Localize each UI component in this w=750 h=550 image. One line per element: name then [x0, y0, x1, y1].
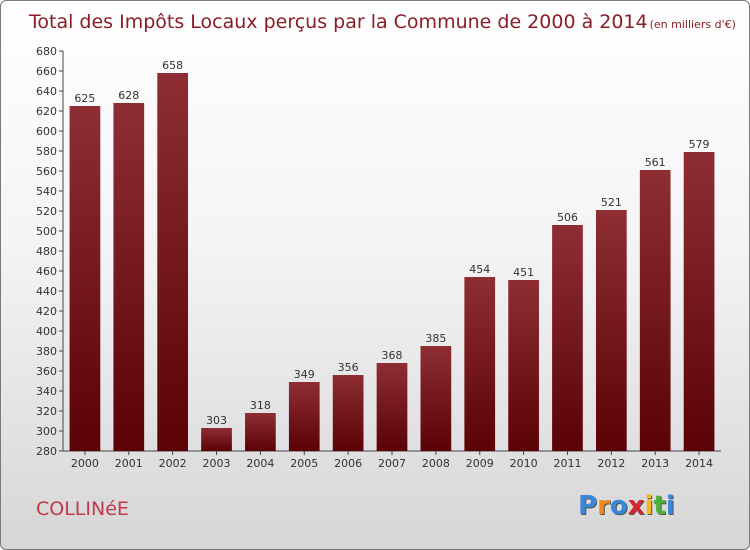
- bar-value-label: 349: [294, 368, 315, 381]
- bar-value-label: 521: [601, 196, 622, 209]
- logo-letter: o: [609, 491, 628, 521]
- x-tick-label: 2013: [641, 457, 669, 470]
- x-tick-label: 2001: [115, 457, 143, 470]
- logo-letter: t: [653, 491, 666, 521]
- y-axis: 280 300 320 340 360 380 400 420 440 460 480 500 520 5…: [36, 45, 64, 458]
- bar: [376, 363, 408, 451]
- y-tick-label: 500: [36, 225, 57, 238]
- y-tick-label: 320: [36, 405, 57, 418]
- x-tick-label: 2004: [246, 457, 274, 470]
- y-tick-label: 640: [36, 85, 57, 98]
- x-tick-label: 2008: [422, 457, 450, 470]
- bar-value-label: 356: [338, 361, 359, 374]
- y-tick-label: 580: [36, 145, 57, 158]
- x-tick-label: 2002: [159, 457, 187, 470]
- y-tick-label: 420: [36, 305, 57, 318]
- chart-title: Total des Impôts Locaux perçus par la Co…: [28, 11, 736, 33]
- bar: [683, 152, 715, 451]
- bar: [69, 106, 101, 451]
- bars: [69, 73, 715, 451]
- bar-value-label: 368: [382, 349, 403, 362]
- logo-letter: i: [644, 491, 654, 521]
- logo-letter: P: [578, 491, 598, 521]
- y-tick-label: 620: [36, 105, 57, 118]
- bar-value-label: 506: [557, 211, 578, 224]
- chart-title-unit: (en milliers d'€): [650, 18, 736, 31]
- y-tick-label: 520: [36, 205, 57, 218]
- x-axis: 2000 2001 2002 2003 2004 2005 2006 2007 2008 2009…: [63, 450, 721, 470]
- y-tick-label: 380: [36, 345, 57, 358]
- y-tick-label: 440: [36, 285, 57, 298]
- x-tick-label: 2006: [334, 457, 362, 470]
- x-tick-label: 2000: [71, 457, 99, 470]
- bar: [201, 428, 232, 451]
- y-tick-label: 400: [36, 325, 57, 338]
- commune-name: COLLINéE: [36, 498, 129, 520]
- x-tick-label: 2011: [553, 457, 581, 470]
- proxiti-logo: Proxiti: [578, 491, 675, 527]
- y-tick-label: 480: [36, 245, 57, 258]
- x-tick-label: 2014: [685, 457, 713, 470]
- bar-value-label: 561: [645, 156, 666, 169]
- bar-value-label: 451: [513, 266, 534, 279]
- bar-value-label: 303: [206, 414, 227, 427]
- bar: [288, 382, 320, 451]
- bar-value-label: 658: [162, 59, 183, 72]
- value-labels: 625 628 658 303 318 349 356 368 385 454 451 506 521 5…: [74, 59, 709, 427]
- bar: [113, 103, 145, 451]
- bar: [420, 346, 452, 451]
- y-tick-label: 680: [36, 45, 57, 58]
- bar: [245, 413, 276, 451]
- bar: [508, 280, 539, 451]
- bar-value-label: 454: [469, 263, 490, 276]
- chart-title-main: Total des Impôts Locaux perçus par la Co…: [28, 11, 648, 33]
- y-tick-label: 340: [36, 385, 57, 398]
- x-tick-label: 2007: [378, 457, 406, 470]
- x-tick-label: 2010: [510, 457, 538, 470]
- bar-value-label: 385: [425, 332, 446, 345]
- logo-letter: r: [597, 491, 610, 521]
- bar-value-label: 579: [689, 138, 710, 151]
- bar: [332, 375, 364, 451]
- bar-value-label: 625: [74, 92, 95, 105]
- bar-value-label: 318: [250, 399, 271, 412]
- bar: [595, 210, 627, 451]
- x-tick-label: 2003: [203, 457, 231, 470]
- logo-letter: x: [627, 491, 645, 521]
- y-tick-label: 600: [36, 125, 57, 138]
- logo-letter: i: [665, 491, 675, 521]
- bar-value-label: 628: [118, 89, 139, 102]
- x-tick-label: 2005: [290, 457, 318, 470]
- bar: [552, 225, 583, 451]
- y-tick-label: 540: [36, 185, 57, 198]
- bar: [464, 277, 496, 451]
- x-tick-label: 2012: [597, 457, 625, 470]
- x-tick-label: 2009: [466, 457, 494, 470]
- bar: [157, 73, 189, 451]
- y-tick-label: 660: [36, 65, 57, 78]
- bar: [639, 170, 671, 451]
- y-tick-label: 280: [36, 445, 57, 458]
- y-tick-label: 560: [36, 165, 57, 178]
- y-tick-label: 460: [36, 265, 57, 278]
- y-tick-label: 360: [36, 365, 57, 378]
- y-tick-label: 300: [36, 425, 57, 438]
